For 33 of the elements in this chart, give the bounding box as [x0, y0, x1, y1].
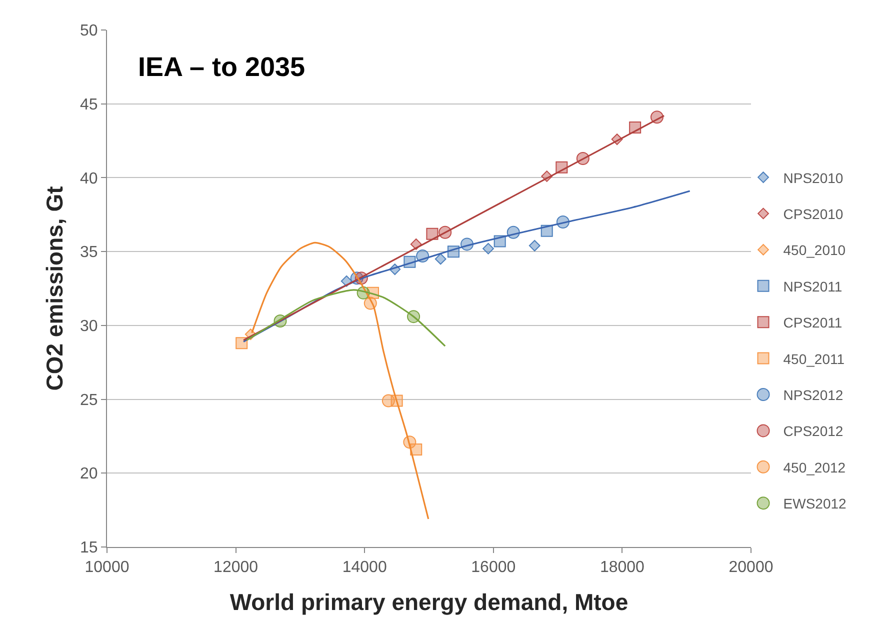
point	[482, 242, 494, 254]
legend-label: NPS2012	[783, 386, 844, 403]
y-tick-label: 45	[80, 96, 98, 114]
legend-label: 450_2012	[783, 459, 846, 476]
point	[236, 337, 248, 350]
legend-label: CPS2010	[783, 206, 844, 222]
point	[528, 240, 540, 252]
y-tick-label: 30	[80, 318, 98, 336]
x-tick-label: 18000	[600, 559, 645, 576]
annotation: IEA – to 2035	[138, 52, 306, 82]
y-axis-title: CO2 emissions, Gt	[41, 186, 68, 391]
legend-label: NPS2010	[783, 170, 844, 186]
point	[382, 394, 395, 408]
x-tick-label: 10000	[84, 559, 130, 576]
y-tick-label: 40	[80, 170, 98, 188]
y-tick-label: 15	[80, 540, 98, 557]
point	[426, 228, 438, 240]
x-axis-title: World primary energy demand, Mtoe	[230, 588, 628, 615]
x-tick-label: 12000	[214, 559, 258, 576]
y-tick-label: 35	[80, 244, 98, 262]
x-tick-label: 20000	[728, 559, 774, 576]
y-tick-label: 50	[80, 22, 98, 40]
legend-label: EWS2012	[783, 496, 847, 512]
legend-label: NPS2011	[783, 278, 842, 294]
point	[434, 253, 446, 265]
legend-label: CPS2012	[783, 423, 844, 440]
y-tick-label: 20	[80, 466, 98, 483]
x-tick-label: 14000	[342, 559, 387, 576]
legend-label: 450_2010	[783, 242, 846, 258]
x-tick-label: 16000	[471, 559, 516, 576]
y-tick-label: 25	[80, 392, 98, 409]
legend-label: CPS2011	[783, 314, 842, 331]
legend-label: 450_2011	[783, 350, 845, 367]
